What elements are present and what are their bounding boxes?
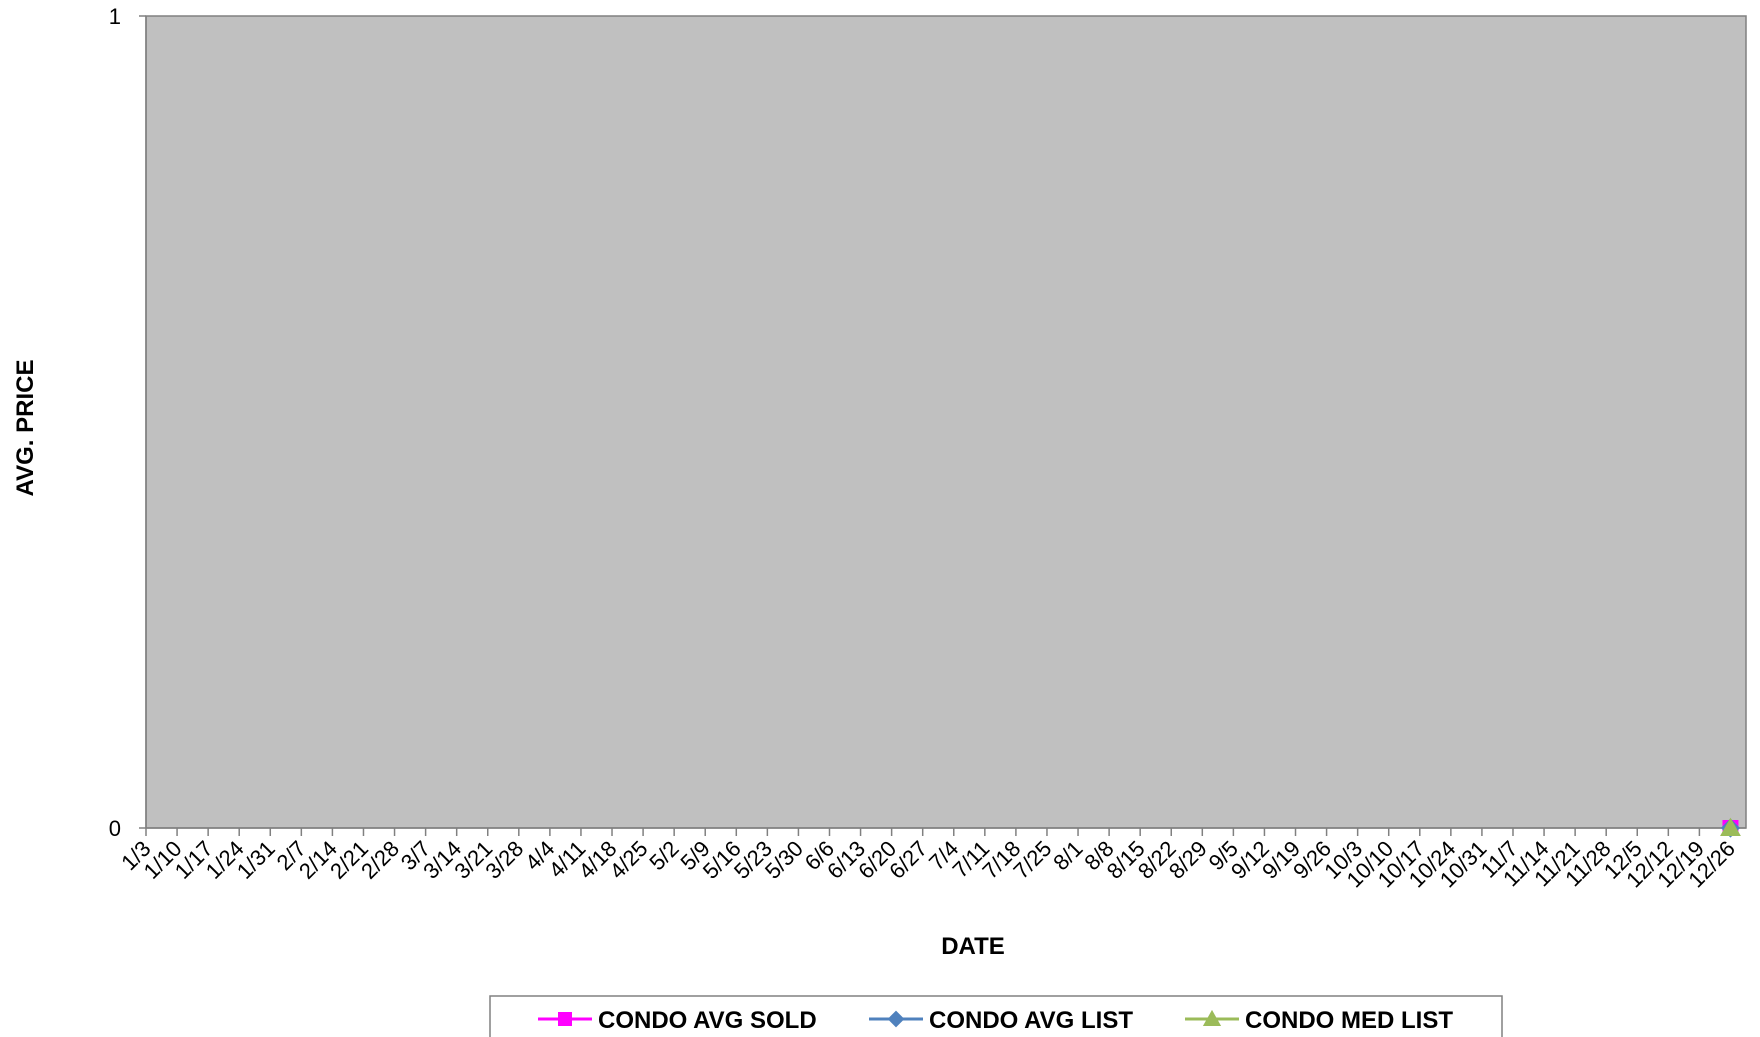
y-tick-label: 1 xyxy=(109,4,121,29)
legend: CONDO AVG SOLD CONDO AVG LIST CONDO MED LI… xyxy=(489,995,1503,1037)
legend-item: CONDO AVG LIST xyxy=(869,1007,1133,1034)
legend-marker xyxy=(1202,1009,1222,1026)
legend-marker xyxy=(887,1010,905,1028)
data-point xyxy=(1720,817,1741,836)
x-axis: 1/31/101/171/241/312/72/142/212/283/73/1… xyxy=(116,827,1746,892)
legend-item: CONDO AVG SOLD xyxy=(538,1007,817,1034)
legend-label: CONDO MED LIST xyxy=(1245,1007,1453,1034)
y-axis-title: AVG. PRICE xyxy=(12,360,39,497)
y-axis: 01 xyxy=(109,4,147,841)
legend-label: CONDO AVG SOLD xyxy=(598,1007,817,1034)
series-layer xyxy=(1720,817,1741,838)
legend-item: CONDO MED LIST xyxy=(1185,1007,1453,1034)
legend-box xyxy=(489,995,1503,1037)
legend-marker xyxy=(558,1012,572,1026)
legend-label: CONDO AVG LIST xyxy=(929,1007,1133,1034)
x-axis-title: DATE xyxy=(941,933,1005,960)
y-tick-label: 0 xyxy=(109,816,121,841)
plot-area xyxy=(145,15,1747,829)
series xyxy=(1720,817,1741,836)
